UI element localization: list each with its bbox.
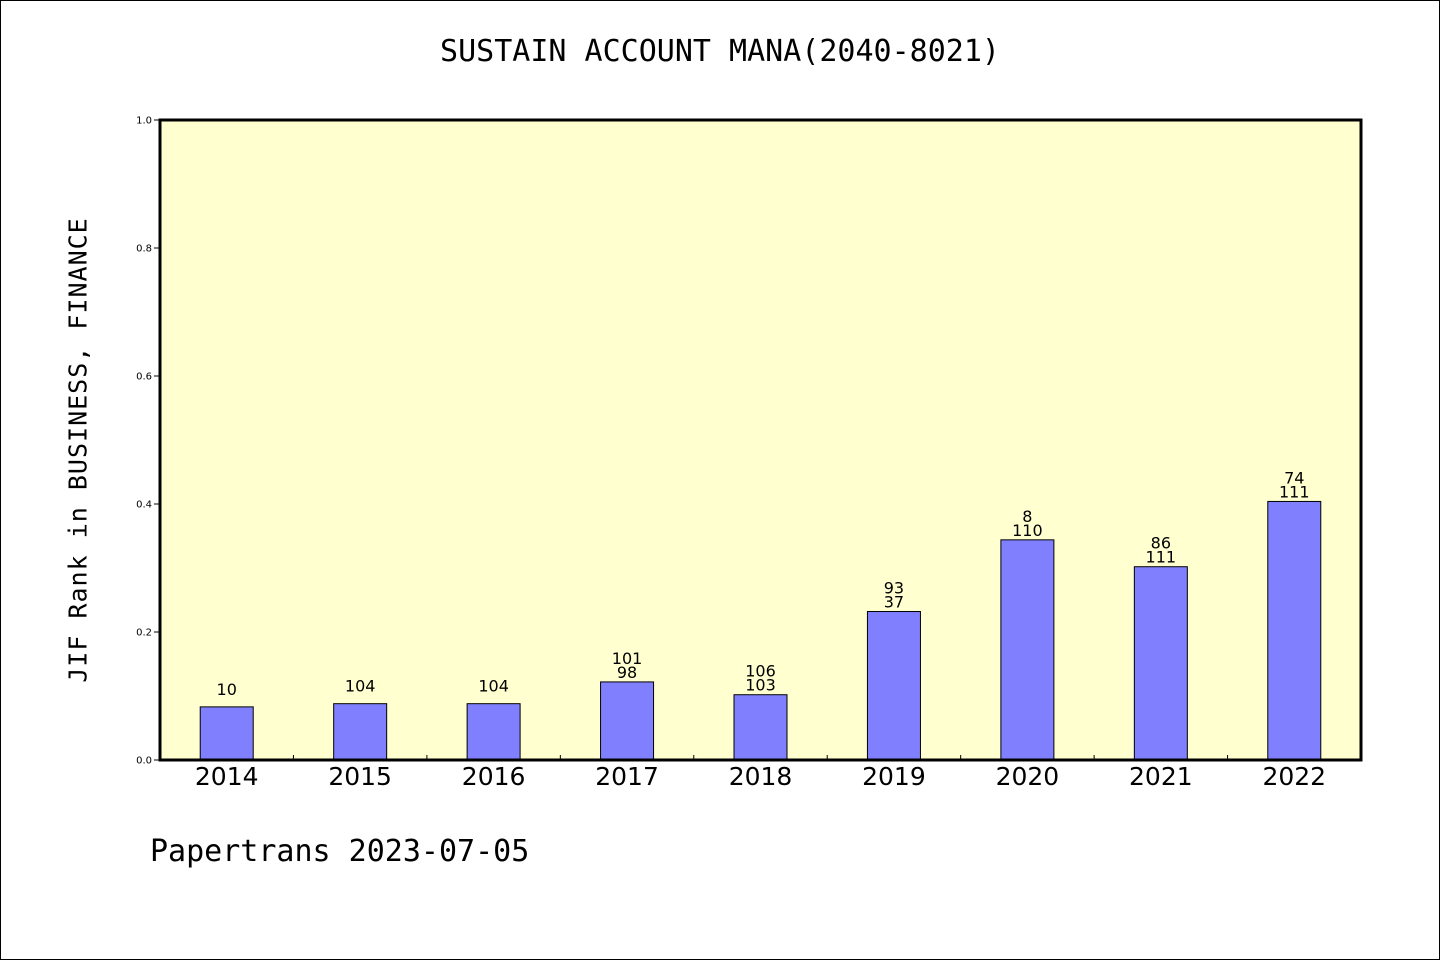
bar-label-top: 8	[1022, 507, 1032, 526]
bar-label-top: 74	[1284, 468, 1304, 487]
y-tick-label: 1.0	[136, 116, 152, 127]
x-tick-label: 2017	[595, 762, 659, 791]
bar-label-bottom: 98	[617, 663, 637, 682]
bar-label-top: 106	[745, 662, 776, 681]
y-tick-label: 0.2	[136, 628, 152, 639]
x-tick-label: 2018	[729, 762, 793, 791]
bar-label-bottom: 111	[1279, 482, 1310, 501]
y-tick-label: 0.0	[136, 756, 152, 767]
y-tick-label: 0.8	[136, 244, 152, 255]
bar	[466, 703, 521, 761]
bar	[866, 611, 921, 761]
bar-label-top: 101	[612, 649, 643, 668]
bar	[600, 681, 655, 761]
x-tick-label: 2014	[195, 762, 259, 791]
bar	[333, 703, 388, 761]
x-tick-label: 2016	[462, 762, 526, 791]
y-tick-label: 0.4	[136, 500, 152, 511]
x-tick-label: 2019	[862, 762, 926, 791]
bar-label-bottom: 103	[745, 676, 776, 695]
x-tick-label: 2020	[996, 762, 1060, 791]
bar	[199, 706, 254, 761]
footer-text: Papertrans 2023-07-05	[150, 834, 530, 869]
bar-label-top: 93	[884, 579, 904, 598]
bar-label-top: 104	[478, 677, 509, 696]
bar	[1000, 539, 1055, 761]
bar-label-top: 86	[1151, 534, 1171, 553]
bar	[1267, 500, 1322, 761]
plot-border	[158, 118, 1363, 762]
x-tick-label: 2022	[1262, 762, 1326, 791]
bar-label-bottom: 110	[1012, 521, 1043, 540]
bar	[1133, 566, 1188, 761]
bar-label-top: 104	[345, 677, 376, 696]
x-tick-label: 2015	[328, 762, 392, 791]
x-tick-label: 2021	[1129, 762, 1193, 791]
bar	[733, 694, 788, 761]
bar-label-bottom: 111	[1146, 548, 1177, 567]
bar-label-top: 10	[217, 680, 237, 699]
chart-title: SUSTAIN ACCOUNT MANA(2040-8021)	[440, 34, 1000, 69]
bar-label-bottom: 37	[884, 593, 904, 612]
y-tick-label: 0.6	[136, 372, 152, 383]
